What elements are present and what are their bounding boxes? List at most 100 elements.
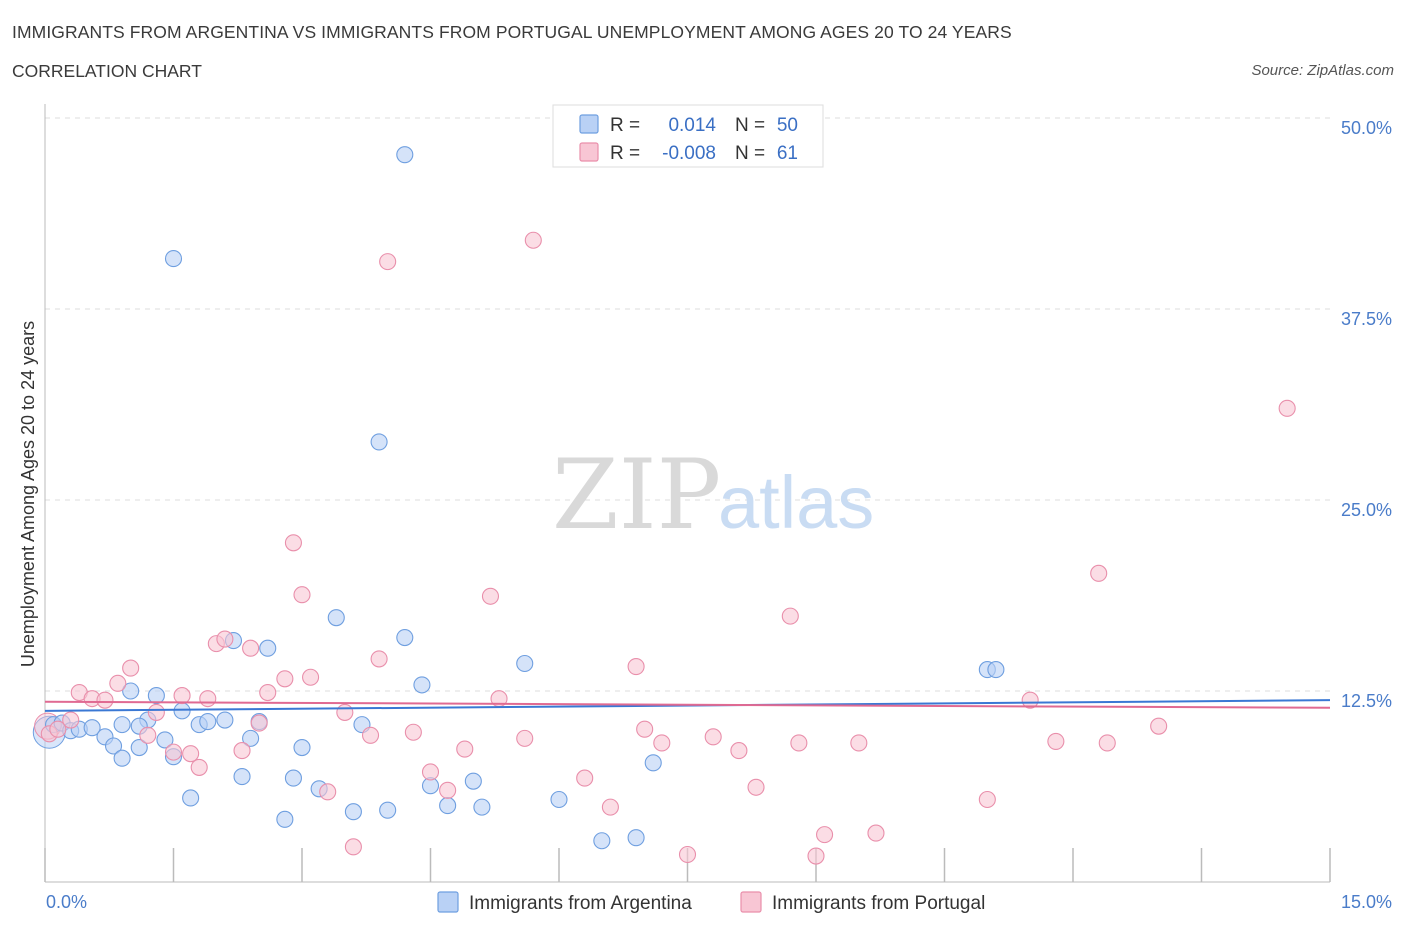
data-point-portugal [302,668,320,686]
data-point-portugal [850,734,868,752]
data-point-argentina [242,729,260,747]
data-point-portugal [139,726,157,744]
data-point-argentina [627,829,645,847]
data-points [32,146,1296,865]
data-point-argentina [284,769,302,787]
data-point-argentina [182,789,200,807]
data-point-portugal [182,745,200,763]
data-point-portugal [49,720,67,738]
data-point-portugal [704,728,722,746]
data-point-argentina [156,731,174,749]
data-point-argentina [439,797,457,815]
data-point-argentina [516,654,534,673]
y-tick-label: 25.0% [1341,500,1392,520]
data-point-portugal [1021,691,1039,709]
stats-n-value: 50 [777,115,798,136]
data-point-portugal [1278,399,1296,417]
legend-argentina-label: Immigrants from Argentina [469,893,692,914]
data-point-portugal [781,607,799,625]
data-point-portugal [62,711,80,729]
data-point-argentina [593,832,611,850]
legend-argentina-swatch [437,891,459,913]
bottom-legend: Immigrants from Argentina Immigrants fro… [437,891,985,914]
data-point-portugal [601,798,619,816]
data-point-argentina [379,801,397,819]
data-point-portugal [1090,564,1108,582]
data-point-portugal [747,778,765,796]
stats-r-value: 0.014 [668,115,716,136]
data-point-argentina [130,738,148,757]
data-point-portugal [627,658,645,676]
data-point-portugal [336,703,354,721]
legend-portugal-label: Immigrants from Portugal [772,893,985,914]
data-point-argentina [396,628,414,647]
data-point-argentina [987,661,1005,679]
legend-portugal-swatch [740,891,762,913]
data-point-argentina [113,716,131,734]
data-point-portugal [199,690,217,708]
trend-line-portugal [44,700,1331,709]
data-point-argentina [147,687,165,705]
chart-title: IMMIGRANTS FROM ARGENTINA VS IMMIGRANTS … [12,22,1012,42]
data-point-portugal [276,670,294,688]
x-tick-labels: 0.0% 15.0% [46,892,1392,912]
data-point-portugal [730,742,748,760]
stats-n-label: N = [735,115,765,136]
watermark-atlas: atlas [718,461,874,544]
y-tick-label: 37.5% [1341,309,1392,329]
data-point-portugal [1098,734,1116,752]
data-point-portugal [516,729,534,747]
data-point-portugal [790,734,808,752]
data-point-argentina [473,798,491,816]
trend-lines [44,699,1331,712]
data-point-portugal [807,847,825,865]
data-point-portugal [404,723,422,741]
data-point-portugal [370,650,388,668]
y-axis-label: Unemployment Among Ages 20 to 24 years [18,321,38,667]
grid-lines [45,117,1330,692]
data-point-argentina [173,702,191,720]
stats-n-label: N = [735,143,765,164]
data-point-argentina [327,609,345,627]
data-point-argentina [396,146,414,164]
stats-legend-row-argentina: R = 0.014 N = 50 [579,114,798,136]
data-point-portugal [481,587,500,605]
data-point-portugal [216,630,234,648]
stats-r-label: R = [610,115,640,136]
chart-subtitle: CORRELATION CHART [12,61,202,81]
x-tick-label: 15.0% [1341,892,1392,912]
data-point-argentina [550,790,568,809]
y-tick-label: 50.0% [1341,118,1392,138]
data-point-argentina [199,713,217,731]
data-point-portugal [96,691,114,709]
data-point-portugal [1150,717,1168,735]
data-point-portugal [816,826,834,844]
stats-n-value: 61 [777,143,798,164]
y-tick-labels: 12.5% 25.0% 37.5% 50.0% [1341,118,1392,711]
data-point-portugal [293,586,311,604]
data-point-portugal [242,639,260,657]
data-point-portugal [284,534,302,552]
data-point-portugal [439,781,457,799]
data-point-portugal [524,231,542,249]
data-point-portugal [379,253,397,271]
data-point-argentina [370,433,388,451]
source-credit: Source: ZipAtlas.com [1251,62,1394,79]
data-point-argentina [344,803,362,821]
data-point-argentina [104,737,123,755]
axes [44,104,1331,883]
data-point-portugal [233,742,251,760]
data-point-argentina [164,250,183,268]
argentina-swatch [579,114,599,134]
data-point-argentina [276,810,294,828]
data-point-portugal [173,687,191,705]
data-point-portugal [190,758,208,776]
portugal-swatch [579,142,599,162]
x-tick-label: 0.0% [46,892,87,912]
data-point-portugal [678,845,697,864]
data-point-portugal [421,763,440,781]
data-point-argentina [233,768,251,786]
stats-r-value: -0.008 [662,143,716,164]
data-point-argentina [113,749,131,767]
